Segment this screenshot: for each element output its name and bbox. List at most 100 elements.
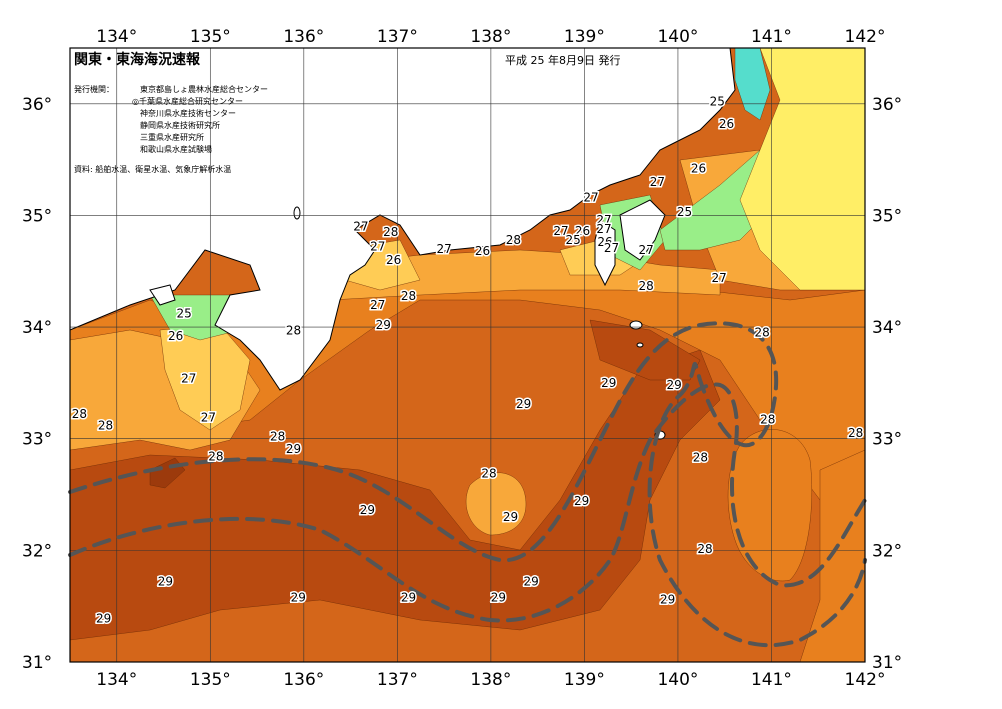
lat-tick-label-right: 35°	[872, 206, 902, 226]
lat-tick-label-right: 32°	[872, 541, 902, 561]
land-sado-small	[293, 206, 301, 220]
isotherm-label: 27	[369, 296, 387, 313]
lat-tick-label-left: 35°	[22, 206, 52, 226]
isotherm-label-text: 27	[583, 191, 598, 205]
sea-25-area-osaka	[149, 294, 241, 341]
isotherm-label-text: 28	[383, 225, 398, 239]
isotherm-label: 29	[358, 502, 376, 519]
isotherm-label: 28	[382, 224, 400, 241]
lon-tick-label-bottom: 134°	[96, 670, 137, 690]
isotherm-label-text: 29	[523, 575, 538, 589]
sea-30-area-kuroshio	[70, 349, 721, 641]
lat-tick-label-left: 32°	[22, 541, 52, 561]
isotherm-label-text: 29	[376, 318, 391, 332]
isotherm-label-text: 25	[176, 307, 191, 321]
isotherm-label: 27	[595, 211, 613, 228]
lon-tick-label-top: 134°	[96, 27, 137, 47]
isotherm-label-text: 29	[660, 592, 675, 606]
isotherm-label: 28	[284, 322, 302, 339]
isotherm-label-text: 27	[711, 271, 726, 285]
isotherm-label: 25	[564, 232, 582, 249]
data-source: 資料: 船舶水温、衛星水温、気象庁解析水温	[74, 164, 231, 174]
isotherm-label: 29	[489, 589, 507, 606]
lon-tick-label-top: 138°	[470, 27, 511, 47]
isotherm-label: 29	[156, 573, 174, 590]
lon-tick-label-bottom: 142°	[845, 670, 886, 690]
lon-tick-label-bottom: 140°	[657, 670, 698, 690]
isotherm-label-text: 28	[848, 426, 863, 440]
isotherm-label: 28	[480, 465, 498, 482]
isotherm-label: 27	[352, 218, 370, 235]
isotherm-label: 27	[199, 409, 217, 426]
isotherm-label-text: 29	[491, 590, 506, 604]
isotherm-label: 28	[399, 287, 417, 304]
isotherm-label: 27	[637, 242, 655, 259]
isotherm-label-text: 27	[436, 242, 451, 256]
isotherm-label: 28	[268, 428, 286, 445]
isotherm-label-text: 29	[574, 494, 589, 508]
isotherm-label-text: 26	[597, 235, 612, 249]
isotherm-label: 27	[180, 370, 198, 387]
isotherm-label-text: 28	[72, 407, 87, 421]
isotherm-label-text: 27	[201, 411, 216, 425]
isotherm-label-text: 25	[677, 205, 692, 219]
isotherm-label-text: 25	[566, 233, 581, 247]
lon-tick-label-top: 140°	[657, 27, 698, 47]
isotherm-label: 29	[501, 508, 519, 525]
map-frame	[69, 47, 866, 663]
isotherm-label-text: 29	[96, 611, 111, 625]
isotherm-label: 29	[665, 377, 683, 394]
isotherm-label: 27	[710, 269, 728, 286]
kuroshio-axis	[68, 321, 867, 648]
sea-24-cyan-area	[734, 48, 771, 121]
isotherm-label: 28	[504, 232, 522, 249]
isotherm-label-text: 25	[710, 95, 725, 109]
issuer-heading: 発行機関：	[74, 84, 114, 94]
isotherm-label-text: 27	[370, 298, 385, 312]
lon-tick-label-bottom: 137°	[377, 670, 418, 690]
isotherm-label: 26	[717, 115, 735, 132]
lon-tick-label-top: 139°	[564, 27, 605, 47]
land-miyake	[636, 342, 644, 348]
issuer-1: 東京都島しょ農林水産総合センター	[140, 84, 268, 94]
isotherm-label-text: 28	[481, 466, 496, 480]
isotherm-label-text: 29	[601, 376, 616, 390]
isotherm-label: 27	[552, 223, 570, 240]
isotherm-label-text: 28	[401, 289, 416, 303]
isotherm-label: 27	[435, 240, 453, 257]
isotherm-label-text: 26	[575, 224, 590, 238]
isotherm-label-text: 28	[639, 279, 654, 293]
lat-tick-label-right: 33°	[872, 430, 902, 450]
isotherm-label-text: 27	[650, 175, 665, 189]
lat-tick-label-right: 31°	[872, 653, 902, 673]
lon-tick-label-bottom: 141°	[751, 670, 792, 690]
lat-tick-label-right: 34°	[872, 318, 902, 338]
isotherm-label: 29	[600, 374, 618, 391]
isotherm-label-text: 27	[639, 243, 654, 257]
isotherm-label: 27	[582, 189, 600, 206]
lat-tick-label-left: 36°	[22, 95, 52, 115]
isotherm-label: 29	[284, 440, 302, 457]
issuer-4: 静岡県水産技術研究所	[140, 120, 220, 130]
isotherm-label: 25	[175, 305, 193, 322]
isotherm-label-text: 27	[596, 213, 611, 227]
isotherm-label-text: 29	[516, 397, 531, 411]
issuer-3: 神奈川県水産技術センター	[140, 108, 236, 118]
issue-date: 平成 25 年8月9日 発行	[505, 53, 620, 67]
isotherm-label-text: 29	[360, 503, 375, 517]
isotherm-label-text: 28	[754, 326, 769, 340]
sea-28-area-eddy	[727, 429, 812, 582]
kuroshio-north-edge	[68, 321, 867, 648]
land-oshima	[629, 320, 643, 330]
lon-tick-label-bottom: 135°	[190, 670, 231, 690]
lon-tick-label-top: 141°	[751, 27, 792, 47]
isotherm-label-text: 27	[181, 371, 196, 385]
lon-tick-label-bottom: 138°	[470, 670, 511, 690]
lon-tick-label-top: 142°	[845, 27, 886, 47]
land	[69, 47, 736, 440]
isotherm-label: 29	[399, 589, 417, 606]
isotherm-label-text: 29	[286, 442, 301, 456]
isotherm-label: 29	[95, 610, 113, 627]
isotherm-label: 28	[70, 406, 88, 423]
